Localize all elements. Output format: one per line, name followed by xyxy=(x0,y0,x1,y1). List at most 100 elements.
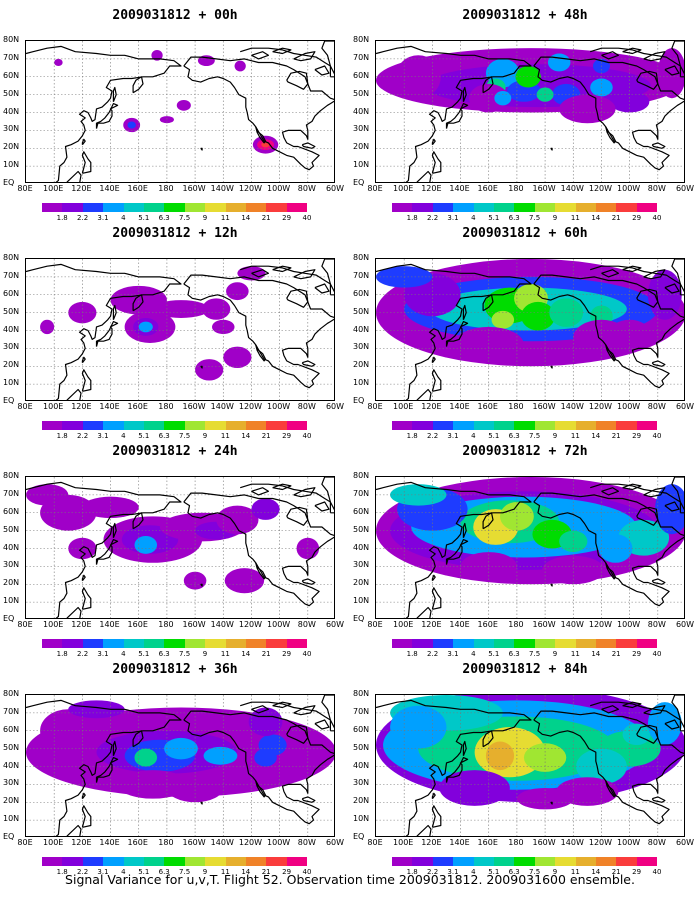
coastline xyxy=(643,51,666,62)
colorbar-swatch xyxy=(62,639,83,648)
lon-label: 120W xyxy=(238,838,263,847)
colorbar-swatch xyxy=(453,203,474,212)
colorbar-swatch xyxy=(432,203,454,212)
lon-label: 140E xyxy=(449,620,470,629)
lat-label: EQ xyxy=(353,178,365,187)
coastline xyxy=(533,65,684,171)
lon-label: 100E xyxy=(43,184,64,193)
colorbar-swatch xyxy=(123,639,144,648)
colorbar-tick-label: 7.5 xyxy=(529,214,541,222)
coastline xyxy=(601,487,619,496)
coastline xyxy=(533,265,684,318)
lon-label: 120E xyxy=(71,402,92,411)
colorbar-swatch xyxy=(534,857,556,866)
coastline xyxy=(286,288,309,308)
lon-label: 80E xyxy=(367,620,383,629)
map-panel: 2009031812 + 24h 80N 70N 60N 50N 40N 30N 20N 10N… xyxy=(3,444,345,659)
coastline xyxy=(482,730,494,748)
coastline xyxy=(183,483,334,536)
colorbar-tick-label: 29 xyxy=(282,432,292,440)
lon-label: 100E xyxy=(43,620,64,629)
colorbar-tick-label: 9 xyxy=(202,432,208,440)
coastline xyxy=(112,86,117,103)
colorbar-swatch xyxy=(595,203,617,212)
coastline xyxy=(445,756,469,783)
colorbar-tick-label: 6.3 xyxy=(508,432,520,440)
lon-label: 120W xyxy=(238,184,263,193)
lon-label: 80E xyxy=(367,184,383,193)
colorbar-swatch xyxy=(266,421,287,430)
colorbar-tick-label: 5.1 xyxy=(138,650,150,658)
coastline xyxy=(183,501,334,607)
coastline xyxy=(255,344,267,362)
coastline xyxy=(431,587,442,610)
lat-label: 10N xyxy=(353,596,370,606)
colorbar-swatch xyxy=(143,421,165,430)
lon-label: 140W xyxy=(560,838,584,847)
lat-label: 10N xyxy=(3,378,20,388)
panel-title: 2009031812 + 24h xyxy=(112,444,238,459)
lat-label: 50N xyxy=(3,524,20,534)
lon-label: 140W xyxy=(210,184,234,193)
map-panel: 2009031812 + 48h 80N 70N 60N 50N 40N 30N 20N 10N… xyxy=(353,8,695,223)
coastline xyxy=(183,283,334,389)
colorbar-swatch xyxy=(164,857,185,866)
coastline xyxy=(200,801,203,805)
colorbar-swatch xyxy=(286,421,308,430)
lon-label: 80E xyxy=(367,402,383,411)
colorbar-tick-label: 29 xyxy=(282,650,292,658)
colorbar-swatch xyxy=(514,857,535,866)
coastline xyxy=(601,705,619,714)
colorbar-tick-label: 9 xyxy=(552,432,558,440)
colorbar-swatch xyxy=(143,857,165,866)
colorbar-tick-label: 11 xyxy=(220,432,230,440)
map-svg xyxy=(376,477,684,618)
colorbar-tick-label: 21 xyxy=(611,432,621,440)
lon-label: 80W xyxy=(297,184,316,193)
colorbar-tick-label: 11 xyxy=(570,432,580,440)
coastline xyxy=(251,487,269,496)
coastline xyxy=(251,51,269,60)
colorbar-swatch xyxy=(514,639,535,648)
variance-shading xyxy=(224,568,265,594)
colorbar-tick-label: 6.3 xyxy=(158,432,170,440)
colorbar-swatch xyxy=(225,857,246,866)
variance-shading xyxy=(521,301,555,331)
coastline xyxy=(431,138,436,146)
coastline xyxy=(255,780,267,798)
coastline xyxy=(293,487,316,498)
colorbar-swatch xyxy=(473,421,494,430)
lat-label: 10N xyxy=(353,814,370,824)
colorbar-swatch xyxy=(412,421,433,430)
colorbar-swatch xyxy=(225,203,246,212)
coastline xyxy=(651,142,666,149)
lon-label: 140W xyxy=(210,838,234,847)
colorbar-tick-label: 1.8 xyxy=(56,868,68,876)
colorbar-swatch xyxy=(205,421,226,430)
colorbar-tick-label: 11 xyxy=(570,868,580,876)
colorbar-tick-label: 21 xyxy=(611,214,621,222)
coastline xyxy=(622,701,642,709)
lon-label: 60W xyxy=(325,620,345,629)
colorbar-tick-label: 1.8 xyxy=(406,650,418,658)
colorbar-swatch xyxy=(636,857,658,866)
lon-label: 180 xyxy=(508,402,524,411)
colorbar-tick-label: 3.1 xyxy=(97,868,109,876)
colorbar-swatch xyxy=(82,203,104,212)
variance-shading xyxy=(542,555,605,585)
lon-label: 100E xyxy=(393,838,414,847)
lat-label: 60N xyxy=(3,288,20,298)
lat-label: 70N xyxy=(353,706,370,716)
colorbar-tick-label: 21 xyxy=(261,214,271,222)
colorbar-tick-label: 7.5 xyxy=(179,868,191,876)
coastline xyxy=(533,701,684,754)
lat-label: 30N xyxy=(353,124,370,134)
colorbar-tick-label: 2.2 xyxy=(427,214,439,222)
colorbar-tick-label: 9 xyxy=(552,650,558,658)
lon-label: 120W xyxy=(588,620,613,629)
colorbar-swatch xyxy=(636,639,658,648)
colorbar-swatch xyxy=(82,639,104,648)
colorbar-tick-label: 14 xyxy=(241,868,251,876)
colorbar-swatch xyxy=(184,639,206,648)
variance-shading xyxy=(439,770,510,806)
